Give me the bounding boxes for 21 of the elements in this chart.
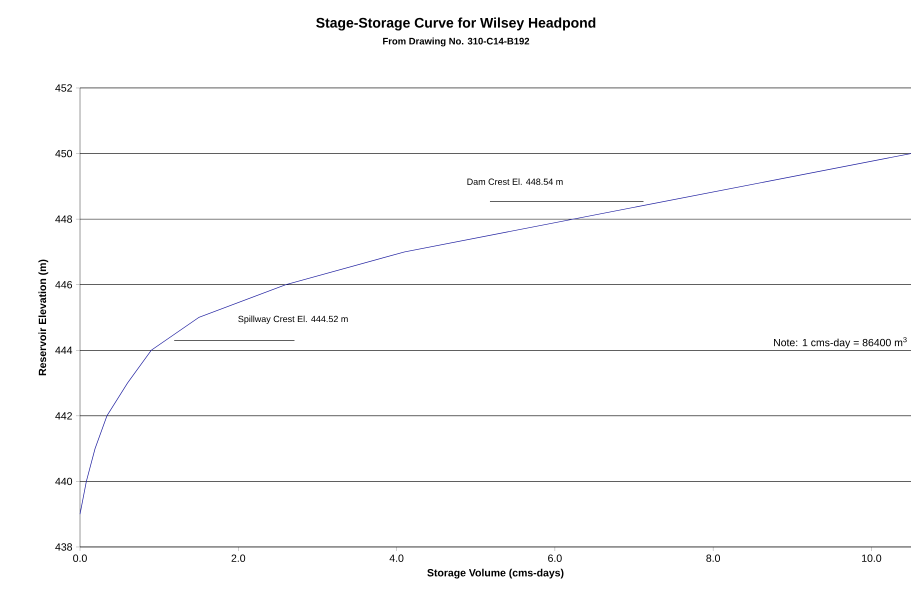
x-tick-label: 8.0 (706, 554, 720, 562)
x-tick-label: 2.0 (232, 554, 246, 562)
x-tick-label: 10.0 (862, 554, 882, 562)
x-axis-title: Storage Volume (cms-days) (427, 568, 564, 579)
y-tick-label: 450 (55, 150, 72, 158)
y-axis-title: Reservoir Elevation (m) (38, 260, 48, 376)
y-tick-label: 440 (55, 478, 72, 486)
chart-subtitle: From Drawing No. 310-C14-B192 (383, 38, 530, 46)
y-tick-label: 448 (55, 215, 72, 223)
x-tick-label: 6.0 (548, 554, 562, 562)
chart-title: Stage-Storage Curve for Wilsey Headpond (316, 17, 596, 31)
y-tick-label: 442 (55, 412, 72, 420)
x-tick-label: 4.0 (390, 554, 404, 562)
annotation: Dam Crest El. 448.54 m (467, 178, 563, 185)
annotation: Spillway Crest El. 444.52 m (238, 316, 348, 324)
x-tick-label: 0.0 (73, 554, 87, 562)
y-tick-label: 444 (55, 346, 72, 354)
y-tick-label: 446 (55, 281, 72, 288)
y-tick-label: 452 (55, 84, 72, 92)
annotation: Note: 1 cms-day = 86400 m$^{3}$ (774, 337, 907, 348)
y-tick-label: 438 (55, 543, 72, 551)
